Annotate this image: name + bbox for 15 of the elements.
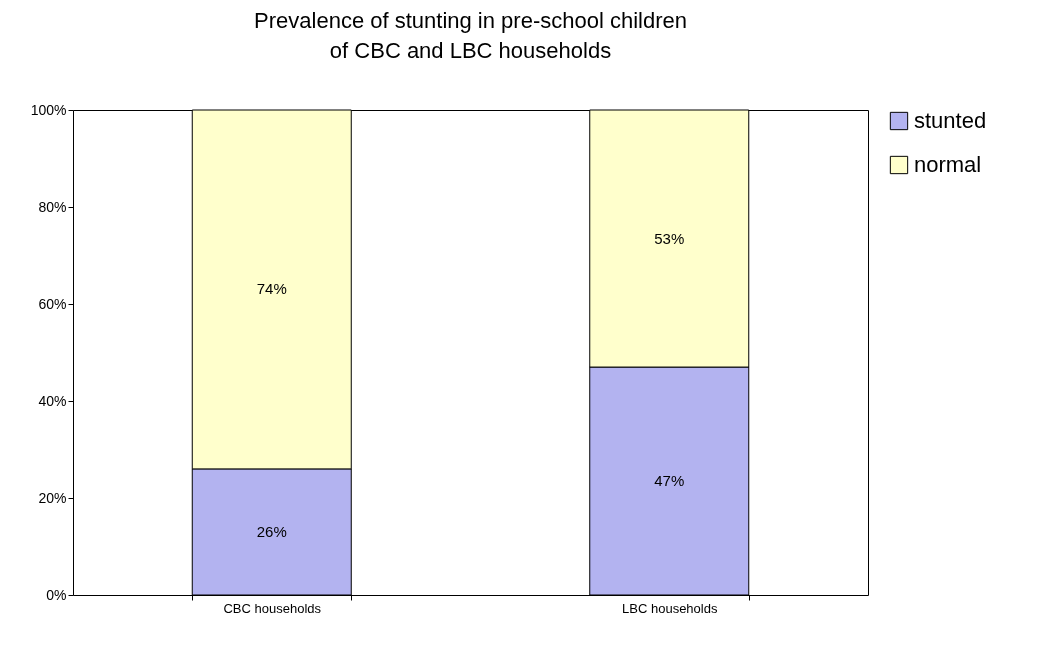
y-tick-label: 100% xyxy=(30,101,67,118)
data-label: 26% xyxy=(256,522,287,540)
x-tick-label: LBC households xyxy=(622,600,718,616)
chart-title: Prevalence of stunting in pre-school children of CBC and LBC households xyxy=(254,8,687,63)
y-tick-label: 20% xyxy=(38,489,67,506)
y-tick-label: 80% xyxy=(38,198,67,215)
y-tick-label: 0% xyxy=(46,586,67,603)
legend-label: normal xyxy=(914,152,982,177)
data-label: 74% xyxy=(256,280,287,298)
x-tick-label: CBC households xyxy=(223,600,322,616)
y-tick-label: 60% xyxy=(38,295,67,312)
legend-label: stunted xyxy=(914,108,987,133)
data-label: 47% xyxy=(654,472,685,490)
y-tick-label: 40% xyxy=(38,392,67,409)
data-label: 53% xyxy=(654,229,685,247)
